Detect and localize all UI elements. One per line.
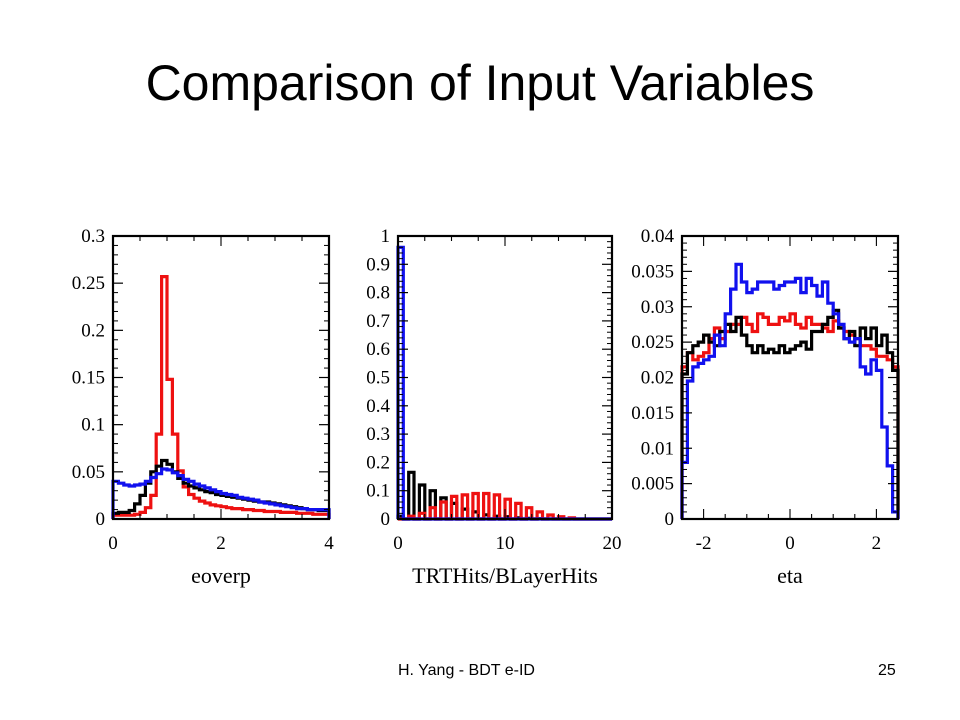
trthits-xtick-label: 0 — [393, 533, 403, 554]
slide-title: Comparison of Input Variables — [145, 55, 815, 111]
trthits-ytick-label: 0.3 — [366, 424, 390, 445]
eoverp-ytick-label: 0 — [96, 509, 106, 530]
trthits-ytick-label: 0.8 — [366, 283, 390, 304]
footer-author: H. Yang - BDT e-ID — [398, 662, 535, 679]
trthits-ytick-label: 0.5 — [366, 368, 390, 389]
eoverp-series-blue — [111, 467, 331, 519]
eta-ytick-label: 0.025 — [631, 332, 674, 353]
trthits-ytick-label: 0.6 — [366, 339, 390, 360]
eta-xtick-label: 0 — [785, 533, 795, 554]
trthits-series-blue — [396, 245, 612, 521]
eta-xtick-label: 2 — [872, 533, 882, 554]
eta-ytick-label: 0.005 — [631, 474, 674, 495]
trthits-xtick-label: 20 — [603, 533, 622, 554]
trthits-xtick-label: 10 — [496, 533, 515, 554]
eta-series-black — [680, 308, 900, 519]
chart-eoverp: 0 0.05 0.1 0.15 0.2 0.25 0.3 0 2 4 eoverp — [40, 210, 340, 610]
trthits-xaxis-title: TRTHits/BLayerHits — [412, 563, 598, 588]
eta-ytick-label: 0.035 — [631, 261, 674, 282]
trthits-ytick-label: 0.9 — [366, 254, 390, 275]
trthits-histogram: 00.10.20.30.40.50.60.70.80.910 10 20TRTHit… — [366, 226, 622, 588]
chart-eta: 0 0.005 0.01 0.015 0.02 0.025 0.03 0.035 0.04 -2 0… — [610, 210, 910, 610]
trthits-ytick-label: 0.4 — [366, 396, 390, 417]
trthits-ytick-label: 0.7 — [366, 311, 390, 332]
eta-ytick-label: 0.02 — [641, 368, 674, 389]
eta-histogram: 0 0.005 0.01 0.015 0.02 0.025 0.03 0.035 0.04 -2 0… — [631, 226, 900, 588]
eta-xtick-label: -2 — [696, 533, 712, 554]
eoverp-series-red — [111, 275, 331, 519]
eoverp-xaxis-title: eoverp — [191, 563, 251, 588]
page-number: 25 — [878, 662, 896, 679]
eoverp-ytick-label: 0.15 — [72, 368, 105, 389]
eta-ytick-label: 0.03 — [641, 297, 674, 318]
eta-series-blue — [680, 262, 900, 519]
eoverp-ytick-label: 0.05 — [72, 462, 105, 483]
trthits-ytick-label: 0.2 — [366, 452, 390, 473]
eoverp-histogram: 0 0.05 0.1 0.15 0.2 0.25 0.3 0 2 4 eoverp — [72, 226, 335, 588]
eoverp-ytick-label: 0.3 — [81, 226, 105, 247]
trthits-ytick-label: 0.1 — [366, 481, 390, 502]
eta-ytick-label: 0 — [665, 509, 675, 530]
trthits-series-red — [398, 491, 612, 521]
eoverp-plot-frame — [111, 234, 331, 521]
eoverp-xtick-label: 2 — [216, 533, 226, 554]
trthits-plot-frame — [396, 234, 614, 521]
eoverp-ytick-label: 0.1 — [81, 415, 105, 436]
eta-xaxis-title: eta — [777, 563, 803, 588]
eoverp-ytick-label: 0.25 — [72, 273, 105, 294]
eta-ytick-label: 0.04 — [641, 226, 675, 247]
eta-plot-frame — [680, 234, 900, 521]
chart-trthits: 0 0.1 0.2 0.3 0.4 0.5 0.6 0.7 0.8 0.9 1 0 10 20 TRTHit… — [330, 210, 630, 610]
eta-ytick-label: 0.01 — [641, 438, 674, 459]
eoverp-xtick-label: 4 — [324, 533, 334, 554]
eta-ytick-label: 0.015 — [631, 403, 674, 424]
eoverp-ytick-label: 0.2 — [81, 320, 105, 341]
trthits-ytick-label: 0 — [381, 509, 391, 530]
eoverp-xtick-label: 0 — [108, 533, 118, 554]
trthits-ytick-label: 1 — [381, 226, 391, 247]
